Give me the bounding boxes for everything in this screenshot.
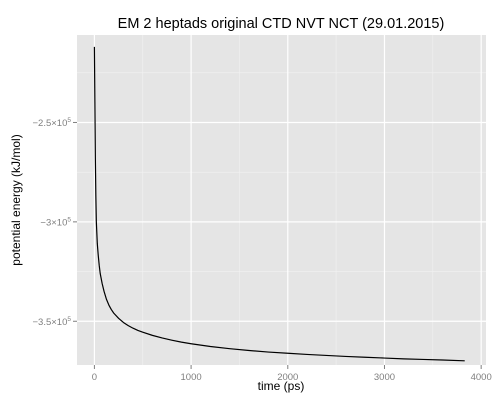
y-axis-title: potential energy (kJ/mol) bbox=[9, 134, 23, 265]
y-axis-ticks: −2.5×105 −3×105 −3.5×105 bbox=[33, 117, 77, 328]
x-tick-label: 2000 bbox=[277, 372, 298, 383]
y-tick-label: −3×105 bbox=[40, 216, 71, 228]
y-tick-label: −2.5×105 bbox=[33, 117, 72, 129]
x-tick-label: 4000 bbox=[471, 372, 492, 383]
plot-panel bbox=[77, 35, 486, 365]
major-gridlines bbox=[77, 35, 486, 365]
series-layer bbox=[93, 46, 465, 362]
x-tick-label: 0 bbox=[92, 372, 97, 383]
x-axis-ticks: 0 1000 2000 3000 4000 bbox=[92, 365, 492, 383]
series-line bbox=[93, 46, 465, 362]
x-tick-label: 1000 bbox=[181, 372, 202, 383]
y-tick-label: −3.5×105 bbox=[33, 316, 72, 328]
minor-gridlines bbox=[77, 35, 486, 365]
x-tick-label: 3000 bbox=[374, 372, 395, 383]
x-axis-title: time (ps) bbox=[258, 379, 305, 393]
chart-title: EM 2 heptads original CTD NVT NCT (29.01… bbox=[118, 16, 445, 32]
